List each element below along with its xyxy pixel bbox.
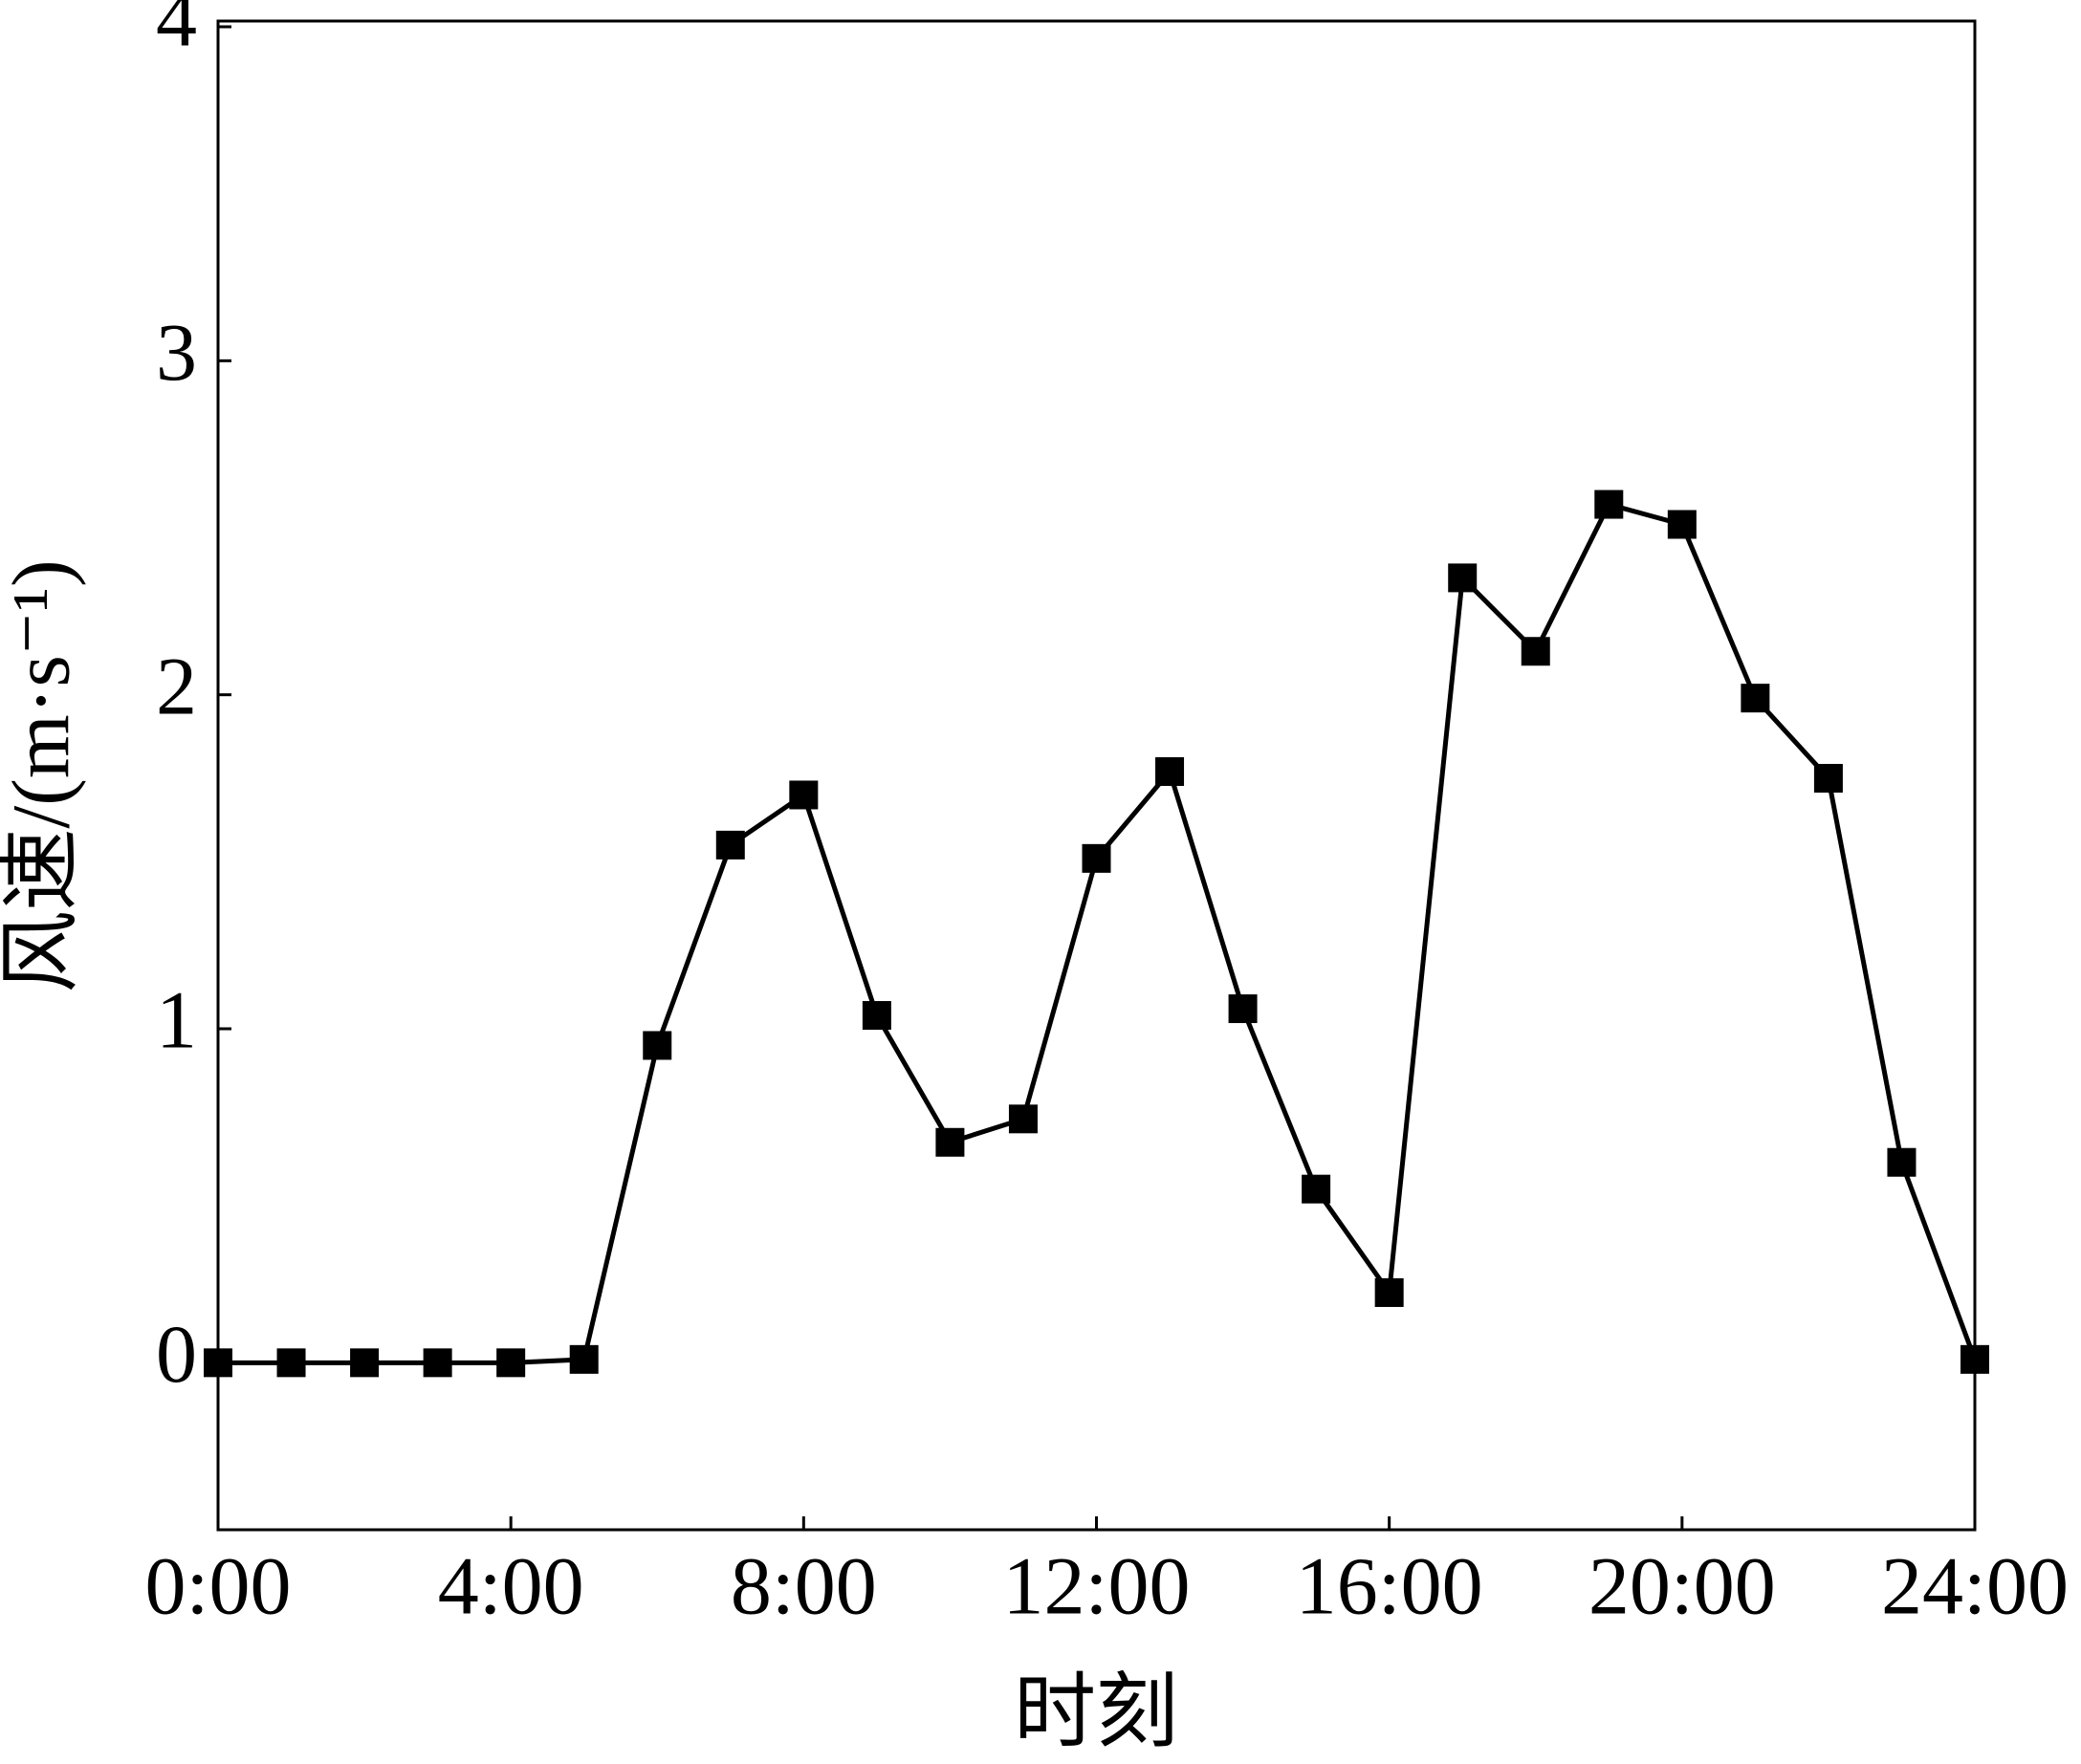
x-tick-label: 4:00 (438, 1540, 584, 1632)
plot-frame (216, 19, 1977, 1532)
x-tick-label: 16:00 (1296, 1540, 1483, 1632)
data-marker (935, 1127, 965, 1157)
data-marker (569, 1344, 599, 1374)
data-marker (1008, 1104, 1038, 1134)
y-tick-label: 4 (156, 0, 197, 64)
data-marker (1887, 1147, 1917, 1177)
data-marker (1961, 1344, 1989, 1374)
data-marker (789, 780, 819, 810)
data-marker (1813, 764, 1843, 793)
y-tick-label: 1 (156, 974, 197, 1066)
data-marker (276, 1348, 306, 1378)
data-marker (1448, 563, 1478, 593)
data-marker (1594, 490, 1624, 519)
data-marker (204, 1348, 232, 1378)
data-marker (1667, 510, 1697, 539)
data-line (218, 502, 1978, 1365)
data-marker (423, 1348, 452, 1378)
y-tick-label: 0 (156, 1308, 197, 1400)
data-marker (1228, 994, 1258, 1024)
data-marker (350, 1348, 380, 1378)
x-tick-label: 8:00 (731, 1540, 877, 1632)
data-marker (496, 1348, 526, 1378)
data-marker (1302, 1174, 1331, 1204)
data-marker (1155, 757, 1185, 787)
data-marker (862, 1001, 891, 1031)
data-marker (1521, 637, 1550, 666)
y-tick-label: 3 (156, 306, 197, 398)
x-tick-label: 24:00 (1881, 1540, 2069, 1632)
data-marker (1374, 1277, 1404, 1307)
x-axis-title: 时刻 (1014, 1666, 1178, 1758)
y-tick-label: 2 (156, 640, 197, 731)
data-marker (643, 1031, 672, 1060)
x-tick-label: 12:00 (1003, 1540, 1191, 1632)
data-marker (1741, 684, 1770, 713)
data-marker (1082, 843, 1111, 873)
y-axis-title: 风速/(m·s⁻¹) (0, 559, 87, 992)
data-marker (715, 830, 745, 860)
x-tick-label: 0:00 (145, 1540, 292, 1632)
x-tick-label: 20:00 (1588, 1540, 1776, 1632)
